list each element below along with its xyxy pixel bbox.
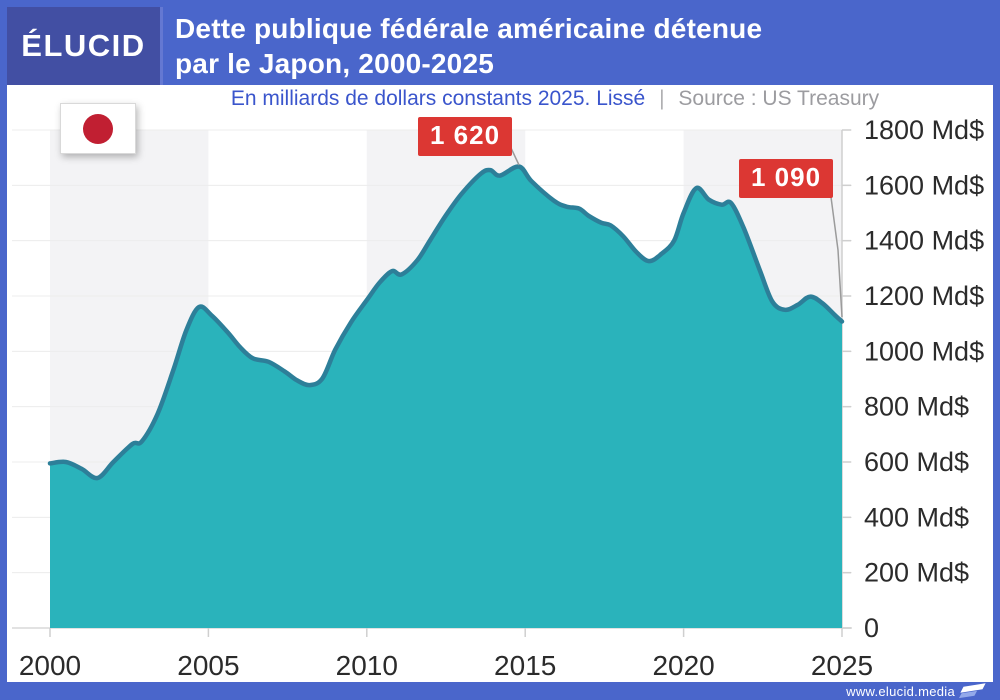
y-axis-label: 1400 Md$ xyxy=(864,226,984,256)
footer-url[interactable]: www.elucid.media xyxy=(846,683,955,699)
japan-flag-sun xyxy=(83,113,113,144)
x-axis-label: 2020 xyxy=(652,650,714,681)
x-axis-label: 2010 xyxy=(336,650,398,681)
annotation-peak-badge: 1 620 xyxy=(418,117,513,156)
y-axis-label: 400 Md$ xyxy=(864,502,969,532)
subtitle-separator: | xyxy=(659,87,665,110)
annotation-connector-peak xyxy=(510,147,520,166)
y-axis-label: 1200 Md$ xyxy=(864,281,984,311)
footer: www.elucid.media xyxy=(7,682,993,700)
debt-area-fill xyxy=(50,166,842,628)
x-axis-label: 2005 xyxy=(177,650,239,681)
elucid-footer-logo-icon xyxy=(958,683,986,699)
annotation-end-badge: 1 090 xyxy=(739,159,834,198)
x-axis-label: 2015 xyxy=(494,650,556,681)
y-axis-label: 0 xyxy=(864,613,879,643)
y-axis-label: 1600 Md$ xyxy=(864,170,984,200)
page-title: Dette publique fédérale américaine déten… xyxy=(175,11,993,81)
x-axis-label: 2025 xyxy=(811,650,873,681)
chart-area: 0 200 Md$ 400 Md$ 600 Md$ 800 Md$ 1000 Md$ 120… xyxy=(7,103,993,682)
debt-line xyxy=(47,164,845,481)
y-axis-label: 200 Md$ xyxy=(864,558,969,588)
title-block: Dette publique fédérale américaine déten… xyxy=(163,7,993,85)
page-title-line2: par le Japon, 2000-2025 xyxy=(175,48,494,79)
subtitle-bar: En milliards de dollars constants 2025. … xyxy=(7,85,993,115)
japan-flag-icon xyxy=(60,103,136,154)
header: ÉLUCID Dette publique fédérale américain… xyxy=(7,7,993,85)
elucid-logo: ÉLUCID xyxy=(7,7,163,85)
area-chart: 0 200 Md$ 400 Md$ 600 Md$ 800 Md$ 1000 Md$ 120… xyxy=(12,115,984,681)
y-axis-label: 800 Md$ xyxy=(864,392,969,422)
y-axis-label: 1000 Md$ xyxy=(864,336,984,366)
y-axis-label: 600 Md$ xyxy=(864,447,969,477)
annotation-connector-end xyxy=(828,181,843,318)
x-axis-label: 2000 xyxy=(19,650,81,681)
source-label: Source : US Treasury xyxy=(678,87,880,110)
chart-subtitle: En milliards de dollars constants 2025. … xyxy=(230,87,646,110)
elucid-logo-text: ÉLUCID xyxy=(21,28,146,63)
y-axis-label: 1800 Md$ xyxy=(864,115,984,145)
page-title-line1: Dette publique fédérale américaine déten… xyxy=(175,13,763,44)
